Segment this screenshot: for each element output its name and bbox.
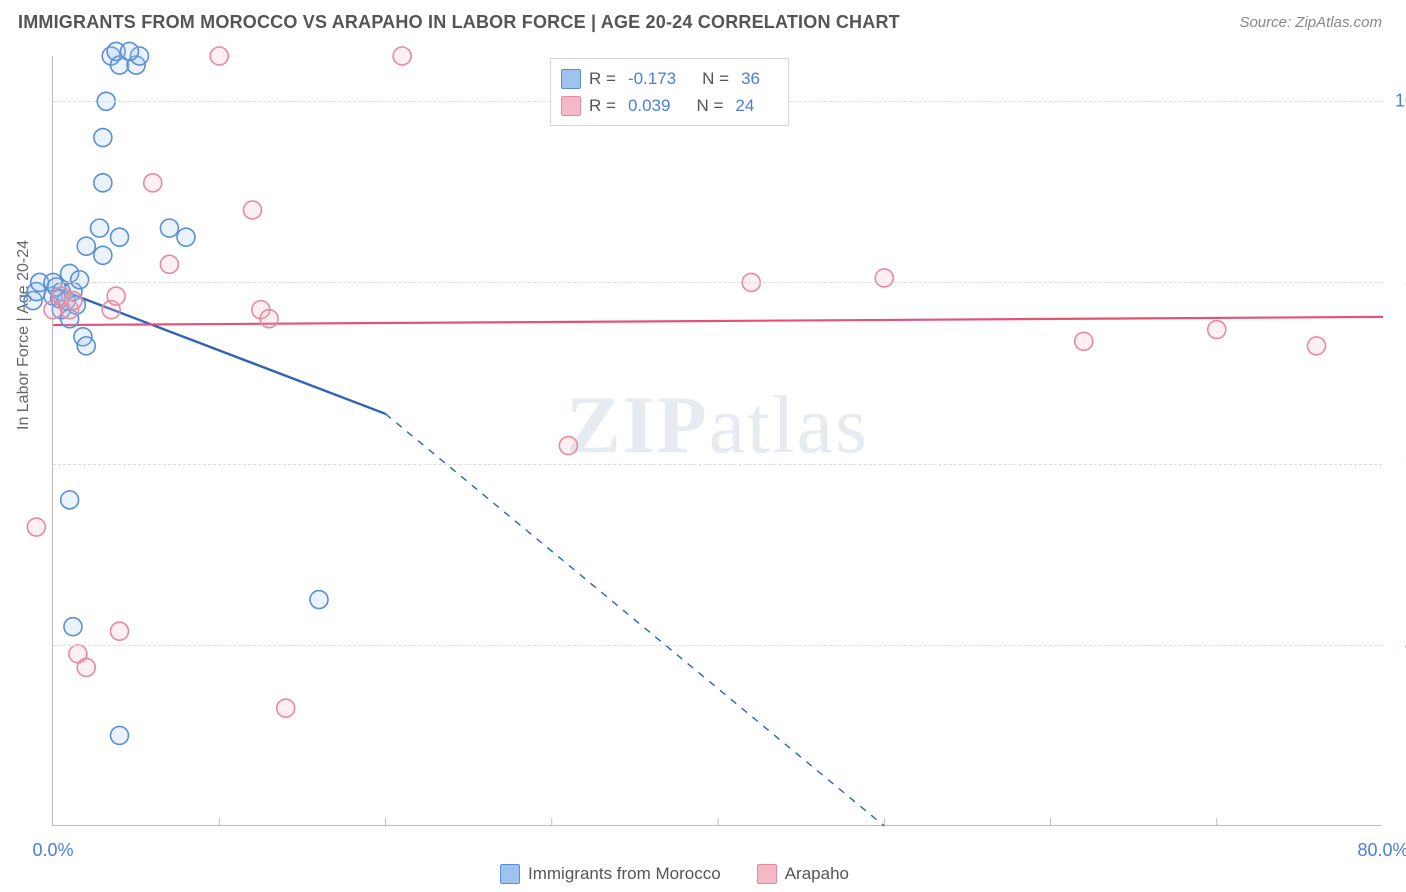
legend-n-label: N = — [696, 92, 723, 119]
y-axis-label: In Labor Force | Age 20-24 — [15, 240, 33, 430]
legend-label: Arapaho — [785, 864, 849, 884]
data-point — [393, 47, 411, 65]
data-point — [77, 237, 95, 255]
plot-area: ZIPatlas 40.0%60.0%80.0%100.0%0.0%80.0% — [52, 56, 1382, 826]
source-attribution: Source: ZipAtlas.com — [1239, 14, 1382, 31]
x-tick-label: 80.0% — [1357, 840, 1406, 861]
data-point — [94, 174, 112, 192]
trend-line — [53, 317, 1383, 325]
data-point — [1208, 321, 1226, 339]
chart-container: IMMIGRANTS FROM MOROCCO VS ARAPAHO IN LA… — [0, 0, 1406, 892]
legend-item: Arapaho — [757, 864, 849, 884]
chart-svg — [53, 56, 1382, 825]
data-point — [64, 618, 82, 636]
data-point — [107, 287, 125, 305]
data-point — [559, 437, 577, 455]
gridline-h — [53, 282, 1382, 283]
data-point — [310, 591, 328, 609]
legend-r-value: -0.173 — [628, 65, 676, 92]
legend-swatch — [500, 864, 520, 884]
data-point — [61, 491, 79, 509]
legend-swatch — [561, 96, 581, 116]
data-point — [27, 518, 45, 536]
legend-r-label: R = — [589, 65, 616, 92]
data-point — [1075, 332, 1093, 350]
data-point — [91, 219, 109, 237]
legend-row: R = -0.173 N = 36 — [561, 65, 778, 92]
data-point — [144, 174, 162, 192]
data-point — [177, 228, 195, 246]
data-point — [277, 699, 295, 717]
data-point — [111, 228, 129, 246]
data-point — [94, 129, 112, 147]
gridline-h — [53, 464, 1382, 465]
data-point — [875, 269, 893, 287]
legend-label: Immigrants from Morocco — [528, 864, 721, 884]
data-point — [160, 255, 178, 273]
legend-n-value: 36 — [741, 65, 760, 92]
data-point — [244, 201, 262, 219]
data-point — [77, 658, 95, 676]
data-point — [111, 622, 129, 640]
y-tick-label: 100.0% — [1395, 91, 1406, 112]
data-point — [120, 42, 138, 60]
data-point — [77, 337, 95, 355]
data-point — [210, 47, 228, 65]
data-point — [260, 310, 278, 328]
legend-n-value: 24 — [735, 92, 754, 119]
legend-swatch — [757, 864, 777, 884]
legend-r-label: R = — [589, 92, 616, 119]
gridline-h — [53, 645, 1382, 646]
data-point — [160, 219, 178, 237]
legend-swatch — [561, 69, 581, 89]
data-point — [94, 246, 112, 264]
legend-row: R = 0.039 N = 24 — [561, 92, 778, 119]
legend-n-label: N = — [702, 65, 729, 92]
chart-title: IMMIGRANTS FROM MOROCCO VS ARAPAHO IN LA… — [18, 12, 900, 33]
legend-item: Immigrants from Morocco — [500, 864, 721, 884]
data-point — [71, 271, 89, 289]
data-point — [64, 292, 82, 310]
trend-line-dashed — [386, 414, 885, 826]
data-point — [111, 726, 129, 744]
legend-series: Immigrants from Morocco Arapaho — [500, 864, 849, 884]
x-tick-label: 0.0% — [32, 840, 73, 861]
data-point — [1308, 337, 1326, 355]
legend-r-value: 0.039 — [628, 92, 671, 119]
legend-correlation: R =-0.173N =36R =0.039N =24 — [550, 58, 789, 126]
